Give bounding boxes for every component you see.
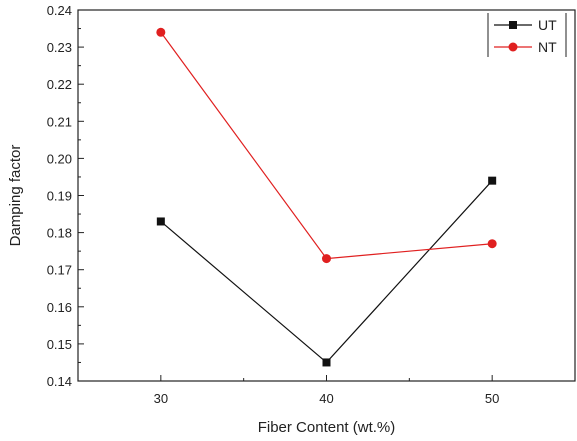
y-tick-label: 0.21 (47, 114, 72, 129)
legend-marker-nt (508, 42, 518, 52)
data-point-nt (322, 254, 331, 264)
y-tick-label: 0.20 (47, 151, 72, 166)
x-axis-ticks: 30 40 50 (77, 375, 576, 406)
y-tick-label: 0.15 (47, 337, 72, 352)
x-axis-label: Fiber Content (wt.%) (258, 419, 396, 436)
y-tick-label: 0.22 (47, 77, 72, 92)
y-tick-label: 0.16 (47, 300, 72, 315)
y-axis-ticks: 0.14 0.15 0.16 0.17 0.18 0.19 0.20 0.21 0.22 0.23… (47, 3, 84, 389)
x-tick-label: 50 (485, 391, 499, 406)
series-line-nt (160, 31, 493, 260)
x-tick-label: 40 (319, 391, 333, 406)
legend: UT NT (487, 13, 567, 57)
y-tick-label: 0.24 (47, 3, 72, 18)
data-point-ut (156, 217, 165, 226)
legend-label-ut: UT (538, 17, 557, 33)
series-layer (156, 27, 497, 367)
y-axis-label: Damping factor (7, 145, 24, 247)
data-point-ut (322, 358, 331, 367)
data-point-nt (156, 27, 166, 37)
data-point-nt (487, 239, 497, 249)
y-tick-label: 0.18 (47, 226, 72, 241)
x-tick-label: 30 (154, 391, 168, 406)
series-line-ut (160, 180, 493, 364)
y-tick-label: 0.17 (47, 263, 72, 278)
data-point-ut (488, 176, 497, 185)
y-tick-label: 0.19 (47, 189, 72, 204)
legend-marker-ut (509, 21, 517, 29)
y-tick-label: 0.23 (47, 40, 72, 55)
plot-frame (77, 9, 576, 382)
y-tick-label: 0.14 (47, 374, 72, 389)
legend-label-nt: NT (538, 39, 557, 55)
